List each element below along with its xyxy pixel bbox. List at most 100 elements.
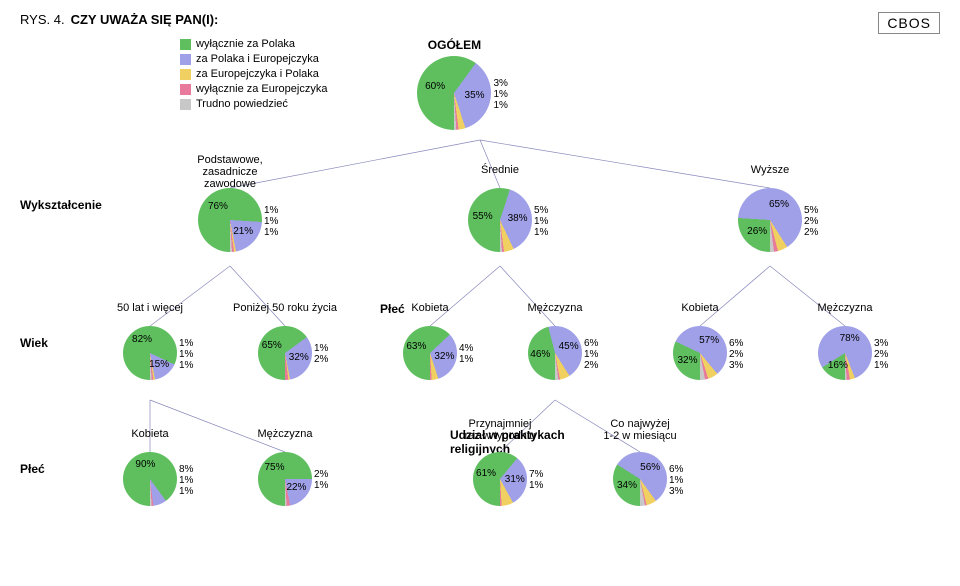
pie-pct: 90% <box>135 459 155 470</box>
pie-pct: 1% <box>264 216 278 227</box>
pie-chart: 34%56% 6%1%3% <box>583 452 697 506</box>
chart-label: Mężczyzna <box>225 428 345 440</box>
pie-pct: 34% <box>617 480 637 491</box>
pie-pct: 3% <box>669 486 683 497</box>
pie-pct: 1% <box>314 480 328 491</box>
legend-item: wyłącznie za Polaka <box>180 38 327 50</box>
pie-pct: 4% <box>459 343 473 354</box>
pie-chart: 46%45%6%1%2% <box>498 326 612 380</box>
pie-pct: 6% <box>584 338 598 349</box>
pie-pct: 31% <box>505 474 525 485</box>
legend-label: wyłącznie za Polaka <box>196 38 295 50</box>
chart-label: Mężczyzna <box>785 302 905 314</box>
legend-swatch <box>180 69 191 80</box>
pie-pct: 32% <box>434 351 454 362</box>
pie-chart: 82%15%1%1%1% <box>93 326 207 380</box>
pie-pct: 15% <box>149 359 169 370</box>
legend-swatch <box>180 84 191 95</box>
pie-pct: 1% <box>179 338 193 349</box>
pie-pct: 22% <box>286 482 306 493</box>
pie-chart: 16% 78% 3%2%1% <box>788 326 902 380</box>
pie-chart: 63%32%4%1% <box>373 326 487 380</box>
pie-pct: 3% <box>493 78 507 89</box>
pie-pct: 2% <box>584 360 598 371</box>
legend-swatch <box>180 39 191 50</box>
pie-pct: 35% <box>465 90 485 101</box>
legend-item: wyłącznie za Europejczyka <box>180 83 327 95</box>
legend-label: wyłącznie za Europejczyka <box>196 83 327 95</box>
pie-pct: 1% <box>459 354 473 365</box>
row-label: Płeć <box>20 462 45 476</box>
legend-item: Trudno powiedzieć <box>180 98 327 110</box>
pie-pct: 2% <box>874 349 888 360</box>
pie-pct: 2% <box>804 216 818 227</box>
chart-label: 50 lat i więcej <box>90 302 210 314</box>
pie-pct: 5% <box>534 205 548 216</box>
pie-pct: 32% <box>289 352 309 363</box>
chart-label: Kobieta <box>640 302 760 314</box>
ogolem-chart: OGÓŁEM 60%35%3%1%1% <box>387 38 521 130</box>
chart-label: Podstawowe, zasadnicze zawodowe <box>170 154 290 190</box>
legend-swatch <box>180 54 191 65</box>
pie-pct: 65% <box>769 199 789 210</box>
pie-pct: 1% <box>179 475 193 486</box>
pie-pct: 1% <box>493 89 507 100</box>
legend-item: za Europejczyka i Polaka <box>180 68 327 80</box>
legend-label: za Europejczyka i Polaka <box>196 68 319 80</box>
pie-pct: 55% <box>473 211 493 222</box>
chart-label: Wyższe <box>710 164 830 176</box>
pie-pct: 7% <box>529 469 543 480</box>
pie-pct: 1% <box>314 343 328 354</box>
pie-pct: 32% <box>677 355 697 366</box>
pie-pct: 2% <box>804 227 818 238</box>
pie-chart: 32%57%6%2%3% <box>643 326 757 380</box>
pie-chart: 55%38%5%1%1% <box>438 188 562 252</box>
pie-chart: 26%65%5%2%2% <box>708 188 832 252</box>
ogolem-title: OGÓŁEM <box>387 38 521 52</box>
pie-pct: 1% <box>179 349 193 360</box>
brand-badge: CBOS <box>878 12 940 34</box>
chart-label: Przynajmniej raz w tygodniu <box>440 418 560 442</box>
legend-swatch <box>180 99 191 110</box>
pie-pct: 2% <box>314 354 328 365</box>
chart-label: Średnie <box>440 164 560 176</box>
pie-pct: 61% <box>476 468 496 479</box>
pie-pct: 1% <box>179 486 193 497</box>
pie-pct: 21% <box>233 226 253 237</box>
pie-pct: 1% <box>669 475 683 486</box>
chart-legend: wyłącznie za Polaka za Polaka i Europejcz… <box>180 38 327 110</box>
pie-pct: 1% <box>264 227 278 238</box>
pie-pct: 57% <box>699 335 719 346</box>
pie-pct: 38% <box>508 213 528 224</box>
legend-label: za Polaka i Europejczyka <box>196 53 319 65</box>
pie-pct: 1% <box>529 480 543 491</box>
pie-pct: 1% <box>493 100 507 111</box>
pie-pct: 6% <box>729 338 743 349</box>
pie-pct: 78% <box>840 333 860 344</box>
pie-pct: 6% <box>669 464 683 475</box>
row-label: Wiek <box>20 336 48 350</box>
pie-chart: 90%8%1%1% <box>93 452 207 506</box>
pie-pct: 1% <box>584 349 598 360</box>
pie-chart: 76%21%1%1%1% <box>168 188 292 252</box>
pie-pct: 1% <box>264 205 278 216</box>
pie-pct: 16% <box>828 360 848 371</box>
chart-label: Co najwyżej 1-2 w miesiącu <box>580 418 700 442</box>
pie-pct: 1% <box>874 360 888 371</box>
pie-pct: 60% <box>425 81 445 92</box>
chart-label: Mężczyzna <box>495 302 615 314</box>
pie-pct: 8% <box>179 464 193 475</box>
pie-pct: 56% <box>640 462 660 473</box>
pie-chart: 61% 31% 7%1% <box>443 452 557 506</box>
pie-chart: 65%32%1%2% <box>228 326 342 380</box>
chart-label: Kobieta <box>370 302 490 314</box>
pie-pct: 3% <box>729 360 743 371</box>
pie-pct: 3% <box>874 338 888 349</box>
pie-pct: 5% <box>804 205 818 216</box>
pie-pct: 75% <box>264 462 284 473</box>
pie-chart: 75%22%2%1% <box>228 452 342 506</box>
pie-chart: 60%35%3%1%1% <box>387 56 521 130</box>
chart-label: Poniżej 50 roku życia <box>225 302 345 314</box>
pie-pct: 1% <box>179 360 193 371</box>
chart-label: Kobieta <box>90 428 210 440</box>
